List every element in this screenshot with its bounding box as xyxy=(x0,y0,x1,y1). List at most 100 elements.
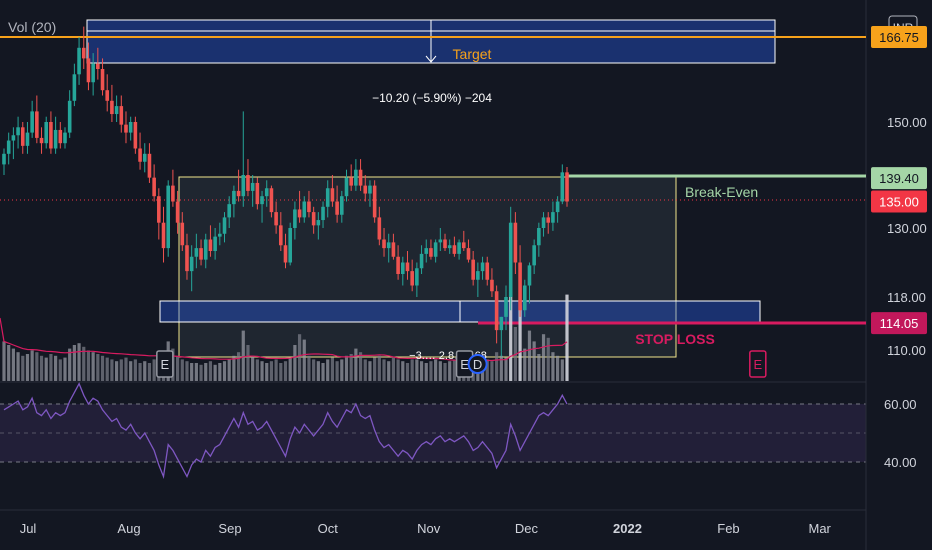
volume-bar xyxy=(91,352,95,381)
volume-bar xyxy=(321,363,325,381)
volume-bar xyxy=(438,361,442,381)
volume-bar xyxy=(565,294,569,381)
candle-body xyxy=(138,148,142,162)
price-tick-label: 130.00 xyxy=(887,221,927,236)
candle-body xyxy=(307,201,311,213)
price-tick-label: 150.00 xyxy=(887,115,927,130)
volume-bar xyxy=(396,359,400,381)
candle-body xyxy=(288,228,292,263)
candle-body xyxy=(508,222,513,297)
time-axis[interactable]: Jul Aug Sep Oct Nov Dec 2022 Feb Mar xyxy=(20,521,832,536)
volume-bar xyxy=(190,363,194,381)
candle-body xyxy=(171,185,175,202)
volume-bar xyxy=(283,361,288,381)
candle-body xyxy=(185,245,189,272)
candle-body xyxy=(551,212,555,223)
candle-body xyxy=(302,201,307,218)
price-axis[interactable]: 150.00 130.00 118.00 110.00 60.00 40.00 xyxy=(884,115,927,470)
stop-loss-label: STOP LOSS xyxy=(635,331,715,347)
candle-body xyxy=(279,225,283,246)
candle-body xyxy=(25,132,30,146)
volume-bar xyxy=(21,355,25,381)
volume-bar xyxy=(410,359,414,381)
volume-bar xyxy=(316,361,320,381)
earnings-marker[interactable] xyxy=(156,350,174,378)
event-letter: E xyxy=(753,357,762,372)
candles xyxy=(2,26,569,357)
volume-bar xyxy=(312,359,316,381)
candle-body xyxy=(565,172,569,202)
rsi-tick-label: 60.00 xyxy=(884,397,917,412)
volume-bar xyxy=(115,361,119,381)
price-tag xyxy=(871,167,927,190)
candle-body xyxy=(44,122,49,144)
volume-bar xyxy=(527,330,532,381)
volume-bar xyxy=(349,354,353,381)
candle-body xyxy=(180,222,185,246)
candle-body xyxy=(16,127,20,136)
candle-body xyxy=(49,122,53,149)
volume-bar xyxy=(105,357,109,381)
volume-bar xyxy=(204,363,208,381)
candle-body xyxy=(208,239,213,251)
price-tag xyxy=(871,312,927,335)
candle-body xyxy=(227,204,231,218)
candle-body xyxy=(110,100,114,115)
volume-bar xyxy=(129,361,133,381)
candle-body xyxy=(466,248,471,260)
volume-bar xyxy=(495,352,499,381)
volume-bar xyxy=(293,345,297,381)
candle-body xyxy=(476,271,480,280)
volume-bar xyxy=(86,350,91,381)
dividend-marker[interactable] xyxy=(467,354,488,374)
break-even-label: Break-Even xyxy=(685,184,758,200)
candle-body xyxy=(246,175,250,191)
candle-body xyxy=(471,259,475,280)
volume-bar xyxy=(340,359,344,381)
volume-bar xyxy=(72,345,76,381)
volume-bar xyxy=(373,357,377,381)
candle-body xyxy=(194,248,199,257)
candle-body xyxy=(20,127,25,146)
volume-bar xyxy=(35,352,39,381)
event-letter: D xyxy=(473,357,482,372)
candle-body xyxy=(35,111,39,138)
candle-body xyxy=(72,74,77,101)
volume-bar xyxy=(509,294,513,381)
volume-bar xyxy=(232,355,236,381)
candle-body xyxy=(119,106,124,125)
volume-bar xyxy=(518,305,522,381)
volume-bar xyxy=(387,361,391,381)
rsi-line xyxy=(3,382,568,479)
volume-bar xyxy=(44,357,48,381)
candle-body xyxy=(480,262,485,272)
candle-body xyxy=(63,132,67,144)
candle-body xyxy=(499,316,504,331)
candle-body xyxy=(461,242,466,249)
candle-body xyxy=(147,153,152,178)
candle-body xyxy=(274,212,278,226)
volume-bar xyxy=(443,363,447,381)
volume-bar xyxy=(133,359,137,381)
volume-bar xyxy=(246,345,250,381)
volume-bar xyxy=(382,359,386,381)
candle-body xyxy=(255,182,260,205)
candle-body xyxy=(96,63,100,69)
volume-bar xyxy=(143,361,147,381)
volume-bar xyxy=(255,359,259,381)
candle-body xyxy=(293,209,297,228)
candle-body xyxy=(532,245,536,266)
earnings-marker[interactable] xyxy=(749,350,767,378)
volume-bar xyxy=(405,363,410,381)
candle-body xyxy=(335,201,339,215)
trade-range-box[interactable] xyxy=(178,176,677,358)
candle-body xyxy=(260,196,264,205)
time-tick-label: Sep xyxy=(218,521,241,536)
volume-bar xyxy=(368,361,372,381)
measure-text: −10.20 (−5.90%) −204 xyxy=(372,91,492,105)
volume-bar xyxy=(180,359,184,381)
price-tag xyxy=(871,190,927,213)
candle-body xyxy=(504,297,508,317)
